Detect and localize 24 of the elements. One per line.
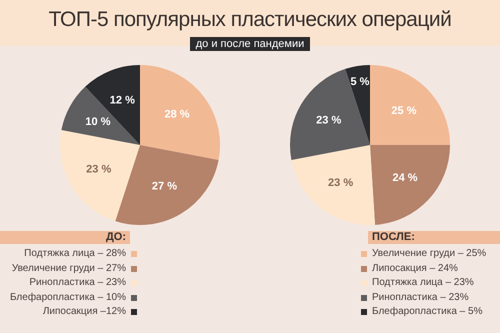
legend-label: Увеличение груди – 25% (372, 247, 486, 261)
data-label: 25 % (391, 105, 417, 118)
data-label: 23 % (86, 163, 112, 176)
legend-label: Блефаропластика – 10% (10, 290, 126, 304)
data-label: 23 % (328, 176, 354, 189)
legend-label: Ринопластика – 23% (372, 290, 469, 304)
legend-title: ПОСЛЕ: (368, 231, 500, 244)
data-label: 23 % (316, 114, 342, 127)
legend-label: Липосакция – 24% (372, 262, 458, 276)
legend-label: Подтяжка лица – 28% (24, 247, 126, 261)
data-label: 24 % (392, 172, 418, 184)
chart-title: ТОП-5 популярных пластических операций (48, 8, 452, 32)
legend-label: Блефаропластика – 5% (372, 305, 482, 319)
legend-label: Ринопластика – 23% (29, 276, 126, 290)
data-label: 12 % (110, 94, 136, 106)
data-label: 27 % (152, 180, 178, 192)
legend-label: Подтяжка лица – 23% (372, 276, 474, 290)
data-label: 5 % (350, 76, 370, 88)
data-label: 28 % (164, 108, 190, 120)
data-label: 10 % (85, 116, 111, 128)
legend-label: Липосакция –12% (42, 305, 126, 319)
legend-title: ДО: (0, 231, 130, 244)
text: до и после пандемии (190, 37, 310, 51)
legend-label: Увеличение груди – 27% (12, 262, 126, 276)
